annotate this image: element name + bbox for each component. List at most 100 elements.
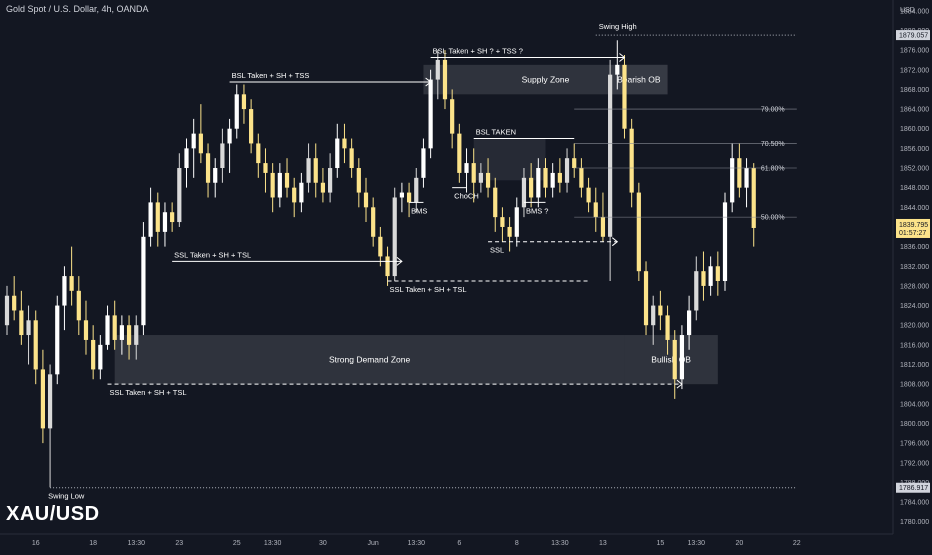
zone-label: Bullish OB (651, 355, 691, 365)
candle-body (406, 192, 412, 203)
candle-body (392, 197, 397, 277)
time-tick-label: 15 (656, 540, 664, 547)
candle-body (744, 168, 749, 188)
candle-body (141, 236, 146, 326)
candle-body (679, 335, 685, 380)
candle-body (730, 158, 735, 203)
time-axis[interactable]: 16 18 13:30 23 25 13:30 30 Jun 13:30 6 8 13:30 13 15 1… (0, 533, 893, 547)
candle-body (349, 148, 354, 169)
candle-body (40, 369, 45, 429)
annotation-label: BMS (411, 206, 427, 215)
candle-body (76, 290, 81, 321)
candle-body (363, 192, 369, 208)
candle-body (162, 212, 168, 232)
candle-body (12, 295, 17, 311)
time-tick-label: 25 (233, 540, 241, 547)
candle-body (579, 168, 584, 188)
price-tick-label: 1828.000 (900, 283, 929, 290)
time-tick-label: Jun (368, 540, 379, 547)
candle-body (91, 339, 96, 370)
zone-rect (473, 138, 546, 181)
zone-label: Supply Zone (522, 75, 570, 85)
time-tick-label: 13:30 (407, 540, 425, 547)
fib-label: 61.80% (761, 166, 785, 173)
annotation-label: SSL Taken + SH + TSL (390, 285, 467, 294)
candle-body (665, 315, 670, 340)
arrow-head (611, 237, 619, 247)
annotation-label: BSL Taken + SH + TSS (232, 71, 310, 80)
time-tick-label: 13:30 (551, 540, 569, 547)
countdown-label: 01:57:27 (899, 230, 926, 237)
candle-body (557, 172, 562, 183)
price-tick-label: 1860.000 (900, 126, 929, 133)
candle-body (83, 320, 89, 340)
candle-body (313, 158, 318, 183)
level-price-tag (896, 30, 930, 41)
candle-body (608, 74, 613, 237)
price-tick-label: 1852.000 (900, 166, 929, 173)
price-axis[interactable]: USD 1780.0001784.0001788.0001792.0001796… (892, 0, 929, 534)
annotation-label: SSL Taken + SH + TSL (110, 388, 187, 397)
candle-body (450, 99, 455, 134)
price-tick-label: 1800.000 (900, 421, 929, 428)
candle-body (378, 236, 383, 257)
price-tick-label: 1784.000 (900, 500, 929, 507)
candle-body (435, 59, 440, 80)
candle-body (672, 339, 677, 380)
symbol-label: XAU/USD (6, 503, 100, 525)
time-tick-label: 30 (319, 540, 327, 547)
time-tick-label: 13:30 (264, 540, 282, 547)
price-tick-label: 1820.000 (900, 323, 929, 330)
candle-body (529, 177, 534, 198)
zone-label: Strong Demand Zone (329, 355, 411, 365)
candle-body (457, 133, 462, 173)
price-tick-label: 1804.000 (900, 401, 929, 408)
candle-body (33, 320, 38, 370)
candle-body (708, 266, 713, 286)
candle-body (478, 172, 483, 183)
annotations-layer: BSL Taken + SH + TSS BSL Taken + SH ? + T… (48, 22, 797, 501)
fib-label: 50.00% (761, 215, 785, 222)
price-tick-label: 1884.000 (900, 8, 929, 15)
candle-body (694, 271, 699, 311)
candle-body (4, 295, 10, 326)
candle-body (471, 163, 476, 183)
arrow-head (396, 256, 403, 266)
zone-rect (610, 64, 668, 95)
price-tick-label: 1808.000 (900, 382, 929, 389)
price-tick-label: 1780.000 (900, 519, 929, 526)
candle-body (572, 158, 577, 169)
price-tick-label: 1856.000 (900, 146, 929, 153)
candle-body (234, 94, 239, 129)
time-tick-label: 13 (599, 540, 607, 547)
candle-body (651, 305, 656, 326)
candle-body (715, 266, 720, 282)
level-price-label: 1786.917 (899, 485, 928, 492)
price-tick-label: 1868.000 (900, 87, 929, 94)
candle-body (26, 320, 31, 336)
candle-body (126, 325, 132, 345)
candle-body (306, 158, 311, 183)
price-tick-label: 1876.000 (900, 48, 929, 55)
time-tick-label: 13:30 (127, 540, 145, 547)
candle-body (586, 187, 591, 203)
price-tick-label: 1824.000 (900, 303, 929, 310)
annotation-label: BMS ? (526, 206, 549, 215)
current-price-label: 1839.795 (899, 222, 928, 229)
candle-body (543, 168, 548, 188)
annotation-label: Swing Low (48, 492, 85, 501)
time-tick-label: 16 (32, 540, 40, 547)
candle-body (615, 64, 620, 75)
candle-body (514, 207, 519, 237)
candle-body (205, 153, 211, 183)
price-tick-label: 1792.000 (900, 460, 929, 467)
price-tick-label: 1864.000 (900, 107, 929, 114)
candle-body (184, 148, 189, 169)
price-tick-label: 1844.000 (900, 205, 929, 212)
candle-body (134, 325, 139, 345)
time-tick-label: 13:30 (688, 540, 706, 547)
candle-body (507, 226, 512, 237)
